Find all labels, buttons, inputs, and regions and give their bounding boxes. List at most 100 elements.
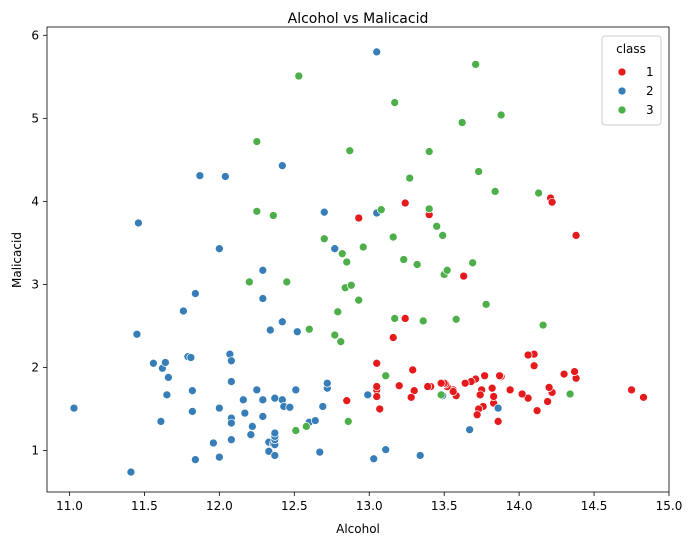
point-class-3 — [405, 173, 415, 183]
chart-title: Alcohol vs Malicacid — [288, 11, 429, 27]
legend-label-3: 3 — [646, 103, 654, 117]
point-class-1 — [523, 350, 533, 360]
point-class-2 — [240, 408, 250, 418]
point-class-1 — [400, 314, 410, 323]
point-class-1 — [342, 396, 352, 406]
point-class-2 — [252, 385, 262, 395]
point-class-3 — [468, 258, 478, 268]
y-tick-label: 5 — [31, 111, 39, 125]
point-class-1 — [639, 392, 648, 402]
point-class-1 — [489, 392, 498, 401]
y-axis: 1 2 3 4 5 6 — [31, 28, 47, 457]
point-class-3 — [538, 320, 548, 330]
point-class-2 — [162, 390, 172, 400]
point-class-2 — [215, 452, 224, 462]
point-class-3 — [424, 204, 434, 214]
y-tick-label: 1 — [31, 443, 39, 457]
point-class-1 — [487, 383, 497, 393]
point-class-3 — [342, 257, 352, 267]
legend: class 1 2 3 — [601, 35, 662, 126]
x-tick-label: 14.0 — [506, 499, 533, 513]
point-class-3 — [244, 277, 254, 287]
point-class-1 — [627, 385, 636, 395]
point-class-2 — [246, 430, 256, 440]
point-class-2 — [285, 402, 295, 412]
point-class-3 — [496, 110, 506, 120]
y-axis-label: Malicacid — [10, 232, 24, 288]
point-class-1 — [559, 369, 569, 379]
legend-title: class — [616, 42, 646, 56]
point-class-1 — [493, 417, 503, 426]
point-class-2 — [415, 451, 425, 460]
point-class-1 — [472, 410, 482, 420]
x-axis: 11.0 11.5 12.0 12.5 13.0 13.5 14.0 14.5 15.0 — [56, 492, 682, 513]
point-class-2 — [258, 395, 268, 405]
point-class-3 — [474, 167, 484, 176]
point-class-2 — [315, 447, 325, 457]
point-class-2 — [134, 218, 143, 228]
point-class-3 — [471, 60, 481, 69]
point-class-2 — [195, 171, 205, 180]
point-class-3 — [399, 255, 409, 264]
point-class-2 — [291, 385, 301, 395]
point-class-2 — [270, 428, 280, 438]
point-class-3 — [438, 231, 448, 240]
point-class-2 — [372, 47, 382, 57]
point-class-1 — [406, 392, 416, 402]
point-class-2 — [264, 446, 274, 456]
point-class-2 — [132, 329, 142, 339]
legend-marker-1 — [617, 67, 627, 77]
point-class-2 — [238, 395, 248, 405]
point-class-1 — [436, 378, 446, 388]
point-class-1 — [459, 271, 469, 281]
point-class-3 — [319, 234, 329, 244]
point-class-2 — [319, 207, 329, 217]
point-class-2 — [270, 393, 280, 403]
point-class-1 — [408, 365, 418, 375]
point-class-1 — [547, 197, 557, 207]
point-class-2 — [247, 422, 257, 431]
point-class-3 — [358, 242, 368, 252]
y-tick-label: 3 — [31, 277, 39, 291]
point-class-1 — [505, 385, 515, 395]
legend-box — [601, 35, 662, 126]
point-class-2 — [310, 416, 320, 425]
point-class-1 — [570, 367, 579, 376]
x-tick-label: 12.0 — [206, 499, 233, 513]
x-tick-label: 12.5 — [281, 499, 308, 513]
point-class-3 — [268, 211, 278, 220]
point-class-2 — [258, 412, 268, 421]
point-class-2 — [221, 172, 230, 181]
point-class-3 — [333, 307, 343, 317]
point-class-2 — [465, 425, 475, 435]
point-class-1 — [495, 371, 504, 381]
point-class-3 — [345, 146, 355, 156]
x-tick-label: 13.0 — [356, 499, 383, 513]
point-class-2 — [69, 403, 79, 413]
legend-label-1: 1 — [646, 65, 654, 79]
point-class-1 — [375, 404, 385, 414]
point-class-1 — [372, 382, 382, 391]
point-class-2 — [188, 386, 197, 396]
point-class-2 — [215, 403, 224, 413]
point-class-3 — [291, 426, 301, 435]
x-tick-label: 15.0 — [656, 499, 683, 513]
point-class-1 — [372, 358, 382, 368]
point-class-2 — [227, 418, 236, 428]
point-class-1 — [423, 382, 433, 391]
data-points — [69, 47, 648, 477]
point-class-3 — [376, 205, 386, 215]
point-class-3 — [457, 118, 467, 127]
point-class-2 — [369, 454, 379, 464]
point-class-1 — [523, 393, 533, 403]
point-class-3 — [436, 390, 446, 400]
x-axis-label: Alcohol — [336, 522, 380, 536]
legend-label-2: 2 — [646, 84, 654, 98]
point-class-1 — [448, 387, 458, 396]
point-class-1 — [571, 231, 581, 240]
point-class-2 — [363, 390, 373, 400]
point-class-3 — [301, 422, 311, 431]
point-class-2 — [292, 327, 302, 337]
point-class-3 — [388, 232, 398, 242]
